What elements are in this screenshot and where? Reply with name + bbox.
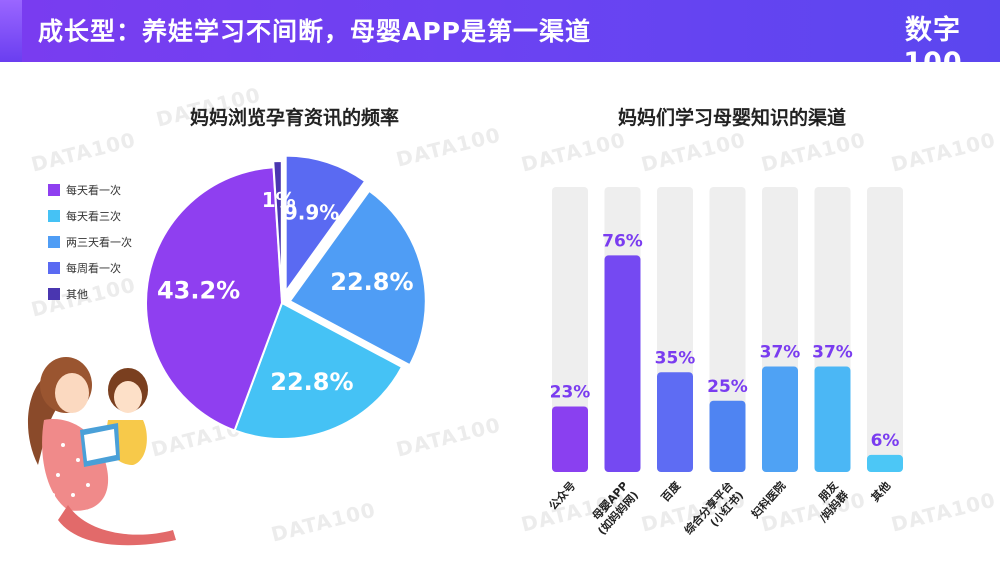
bar-value-label: 25% [707,377,748,397]
brand-logo: 数字100 探索数据 · 激发未来 [878,8,988,87]
legend-item: 两三天看一次 [48,235,163,249]
pie-slice [284,154,367,295]
bar-value-label: 35% [655,348,696,368]
child-face [114,381,142,413]
pie-slice-label: 9.9% [284,200,339,224]
legend-swatch [48,184,60,196]
legend-item: 每周看一次 [48,261,163,275]
mother-skirt [58,505,176,546]
mother-face [55,373,89,413]
pie-chart-title: 妈妈浏览孕育资讯的频率 [190,107,400,129]
bar [709,400,746,472]
bar-category-label: 妇科医院 [748,479,789,522]
pie-slice-label: 22.8% [270,368,353,396]
legend-item: 其他 [48,287,163,301]
bar-chart-title: 妈妈们学习母婴知识的渠道 [618,107,847,129]
pie-slice [145,166,284,432]
bar-value-label: 37% [812,343,853,363]
legend-label: 每天看三次 [66,210,121,223]
pie-legend: 每天看一次 每天看三次 两三天看一次 每周看一次 其他 [48,183,163,313]
bar [867,454,903,472]
pie-slice [233,301,404,440]
bar-category-label: 其他 [868,479,893,505]
pie-slice-label: 1% [262,188,296,212]
bar [552,406,588,472]
pie-slice [272,160,283,298]
bar-value-label: 23% [550,382,591,402]
pie-slice-label: 22.8% [330,268,413,296]
logo-text: 数字100 [903,15,963,78]
legend-swatch [48,288,60,300]
bar-value-label: 6% [871,431,900,451]
pie-slice [288,189,427,367]
bar-category-label: 综合分享平台(小红书) [681,479,746,547]
logo-tagline: 探索数据 · 激发未来 [891,77,975,86]
bar [657,372,693,472]
legend-swatch [48,210,60,222]
legend-item: 每天看三次 [48,209,163,223]
legend-swatch [48,262,60,274]
header-banner: 成长型：养娃学习不间断，母婴APP是第一渠道 数字100 探索数据 · 激发未来 [0,0,1000,86]
bar-track [867,187,903,472]
legend-label: 其他 [66,288,88,301]
legend-label: 每周看一次 [66,262,121,275]
bar-category-label: 母婴APP(如妈妈网) [585,479,641,537]
legend-item: 每天看一次 [48,183,163,197]
mother-child-illustration [27,357,176,546]
bar-track [552,187,588,472]
bar-value-label: 76% [602,231,643,251]
page-title: 成长型：养娃学习不间断，母婴APP是第一渠道 [38,17,591,46]
bar-value-label: 37% [760,343,801,363]
pie-slice-label: 43.2% [157,277,240,305]
legend-swatch [48,236,60,248]
bar-category-label: 百度 [658,478,684,504]
book-icon [80,423,120,467]
bar [814,366,851,472]
legend-label: 两三天看一次 [66,236,132,249]
dress-dots [51,443,90,497]
bar-category-label: 朋友/妈妈群 [806,479,852,525]
bar [762,366,798,472]
bar-category-label: 公众号 [546,479,578,513]
header-accent-bar [0,0,22,62]
bar [604,255,641,472]
legend-label: 每天看一次 [66,184,121,197]
